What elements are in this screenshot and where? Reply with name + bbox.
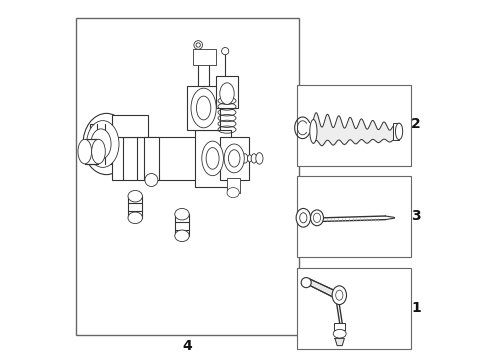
Polygon shape xyxy=(335,338,344,346)
Ellipse shape xyxy=(314,213,320,222)
Ellipse shape xyxy=(296,208,311,227)
Ellipse shape xyxy=(220,83,234,104)
Ellipse shape xyxy=(300,213,307,223)
Circle shape xyxy=(194,41,202,49)
Bar xyxy=(227,178,240,193)
Circle shape xyxy=(196,43,200,47)
Ellipse shape xyxy=(336,290,343,300)
Ellipse shape xyxy=(83,113,130,175)
Circle shape xyxy=(221,48,229,55)
Ellipse shape xyxy=(251,154,257,163)
Bar xyxy=(297,268,411,349)
Ellipse shape xyxy=(228,151,238,166)
Ellipse shape xyxy=(236,153,243,164)
Ellipse shape xyxy=(175,208,189,220)
Ellipse shape xyxy=(228,150,240,167)
Ellipse shape xyxy=(87,121,119,167)
Ellipse shape xyxy=(191,88,216,128)
Ellipse shape xyxy=(78,139,92,164)
Text: 3: 3 xyxy=(411,209,421,223)
Bar xyxy=(220,137,248,180)
Bar xyxy=(193,49,216,65)
Ellipse shape xyxy=(310,120,317,143)
Ellipse shape xyxy=(395,123,403,140)
Ellipse shape xyxy=(175,230,189,242)
Ellipse shape xyxy=(301,278,311,288)
Ellipse shape xyxy=(91,129,111,159)
Bar xyxy=(112,115,148,137)
Ellipse shape xyxy=(128,190,143,202)
Ellipse shape xyxy=(256,153,263,164)
Bar xyxy=(297,176,411,257)
Bar xyxy=(128,196,143,218)
Bar xyxy=(216,76,238,108)
Polygon shape xyxy=(310,279,339,298)
Bar xyxy=(195,130,231,187)
Ellipse shape xyxy=(224,144,245,173)
Ellipse shape xyxy=(333,329,346,338)
Bar xyxy=(392,123,399,140)
Ellipse shape xyxy=(242,154,248,163)
Text: 4: 4 xyxy=(183,339,192,352)
Bar xyxy=(187,86,220,130)
Ellipse shape xyxy=(227,188,239,198)
Ellipse shape xyxy=(92,139,105,164)
Ellipse shape xyxy=(196,96,211,120)
Bar xyxy=(90,124,122,164)
Bar xyxy=(76,18,299,335)
Bar xyxy=(144,137,159,180)
Ellipse shape xyxy=(332,286,346,305)
Text: 1: 1 xyxy=(411,301,421,315)
Ellipse shape xyxy=(247,155,252,162)
Bar xyxy=(334,323,345,330)
Ellipse shape xyxy=(128,212,143,224)
Bar xyxy=(297,85,411,166)
Ellipse shape xyxy=(145,174,158,186)
Bar xyxy=(85,139,98,164)
Text: 2: 2 xyxy=(411,117,421,131)
Bar xyxy=(175,214,189,236)
Ellipse shape xyxy=(202,141,223,176)
Bar xyxy=(112,137,220,180)
Ellipse shape xyxy=(206,148,219,169)
Ellipse shape xyxy=(311,210,323,226)
